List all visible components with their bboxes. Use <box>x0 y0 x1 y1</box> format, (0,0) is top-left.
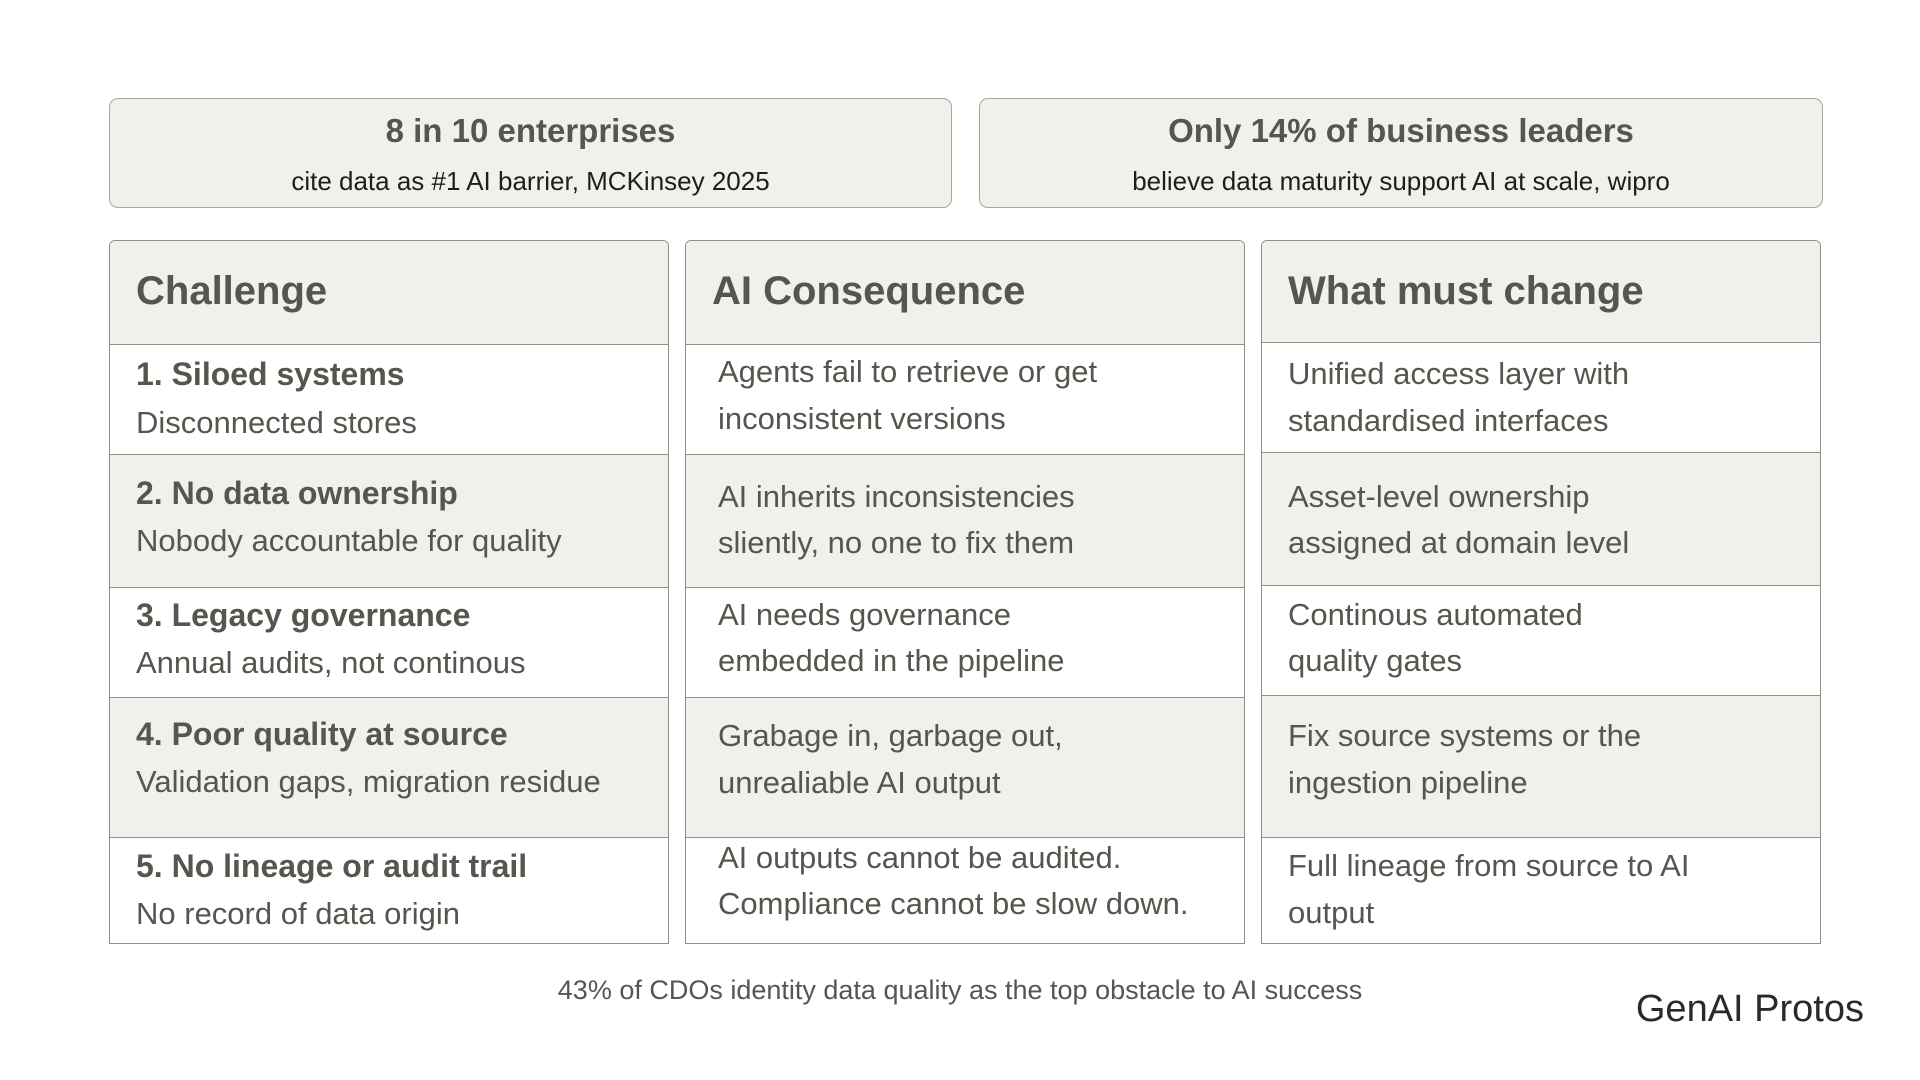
brand-logo-text: GenAI Protos <box>1635 988 1864 1030</box>
column-header: AI Consequence <box>712 269 1026 313</box>
column-header: Challenge <box>136 269 328 313</box>
challenge-title: 1. Siloed systems <box>136 356 405 392</box>
stat-subtext: believe data maturity support AI at scal… <box>1132 166 1670 196</box>
change-line: Continous automated <box>1288 597 1583 632</box>
change-row-4: Fix source systems or the ingestion pipe… <box>1262 696 1820 838</box>
challenge-subtitle: Disconnected stores <box>136 405 417 440</box>
stat-card-enterprises: 8 in 10 enterprises cite data as #1 AI b… <box>109 98 952 208</box>
challenge-subtitle: No record of data origin <box>136 896 460 931</box>
consequence-column: AI Consequence Agents fail to retrieve o… <box>685 240 1245 944</box>
column-header-cell: Challenge <box>110 241 668 345</box>
consequence-line: embedded in the pipeline <box>718 643 1065 678</box>
consequence-line: Compliance cannot be slow down. <box>718 886 1189 921</box>
change-line: standardised interfaces <box>1288 403 1609 438</box>
stat-card-business-leaders: Only 14% of business leaders believe dat… <box>979 98 1823 208</box>
consequence-line: AI needs governance <box>718 597 1011 632</box>
challenge-title: 4. Poor quality at source <box>136 716 508 752</box>
change-line: Full lineage from source to AI <box>1288 848 1690 883</box>
footnote: 43% of CDOs identity data quality as the… <box>557 975 1363 1005</box>
change-line: output <box>1288 895 1375 930</box>
consequence-row-4: Grabage in, garbage out, unrealiable AI … <box>686 698 1244 838</box>
consequence-line: AI outputs cannot be audited. <box>718 840 1122 875</box>
challenge-title: 2. No data ownership <box>136 475 458 511</box>
challenge-subtitle: Nobody accountable for quality <box>136 523 562 558</box>
consequence-line: AI inherits inconsistencies <box>718 479 1075 514</box>
column-header-cell: What must change <box>1262 241 1820 343</box>
consequence-row-2: AI inherits inconsistencies sliently, no… <box>686 455 1244 588</box>
change-row-5: Full lineage from source to AI output <box>1262 838 1820 943</box>
challenge-row-2: 2. No data ownership Nobody accountable … <box>110 455 668 588</box>
change-line: Unified access layer with <box>1288 356 1630 391</box>
challenge-row-3: 3. Legacy governance Annual audits, not … <box>110 588 668 698</box>
consequence-row-1: Agents fail to retrieve or get inconsist… <box>686 345 1244 455</box>
challenge-title: 5. No lineage or audit trail <box>136 848 528 884</box>
change-row-2: Asset-level ownership assigned at domain… <box>1262 453 1820 586</box>
change-line: Fix source systems or the <box>1288 718 1642 753</box>
change-row-3: Continous automated quality gates <box>1262 586 1820 696</box>
consequence-line: inconsistent versions <box>718 401 1006 436</box>
consequence-row-3: AI needs governance embedded in the pipe… <box>686 588 1244 698</box>
consequence-line: Grabage in, garbage out, <box>718 718 1063 753</box>
consequence-row-5: AI outputs cannot be audited. Compliance… <box>686 838 1244 943</box>
stat-subtext: cite data as #1 AI barrier, MCKinsey 202… <box>291 166 770 196</box>
challenge-row-5: 5. No lineage or audit trail No record o… <box>110 838 668 943</box>
challenge-column: Challenge 1. Siloed systems Disconnected… <box>109 240 669 944</box>
change-line: quality gates <box>1288 643 1463 678</box>
column-header: What must change <box>1288 269 1644 313</box>
consequence-line: sliently, no one to fix them <box>718 525 1075 560</box>
column-header-cell: AI Consequence <box>686 241 1244 345</box>
change-line: Asset-level ownership <box>1288 479 1590 514</box>
challenge-subtitle: Annual audits, not continous <box>136 645 526 680</box>
stat-headline: 8 in 10 enterprises <box>385 112 676 149</box>
change-line: assigned at domain level <box>1288 525 1630 560</box>
challenge-row-1: 1. Siloed systems Disconnected stores <box>110 345 668 455</box>
change-column: What must change Unified access layer wi… <box>1261 240 1821 944</box>
challenge-subtitle: Validation gaps, migration residue <box>136 764 601 799</box>
consequence-line: Agents fail to retrieve or get <box>718 354 1098 389</box>
change-row-1: Unified access layer with standardised i… <box>1262 343 1820 453</box>
change-line: ingestion pipeline <box>1288 765 1528 800</box>
challenge-title: 3. Legacy governance <box>136 597 471 633</box>
consequence-line: unrealiable AI output <box>718 765 1001 800</box>
challenge-row-4: 4. Poor quality at source Validation gap… <box>110 698 668 838</box>
stat-headline: Only 14% of business leaders <box>1168 112 1634 149</box>
